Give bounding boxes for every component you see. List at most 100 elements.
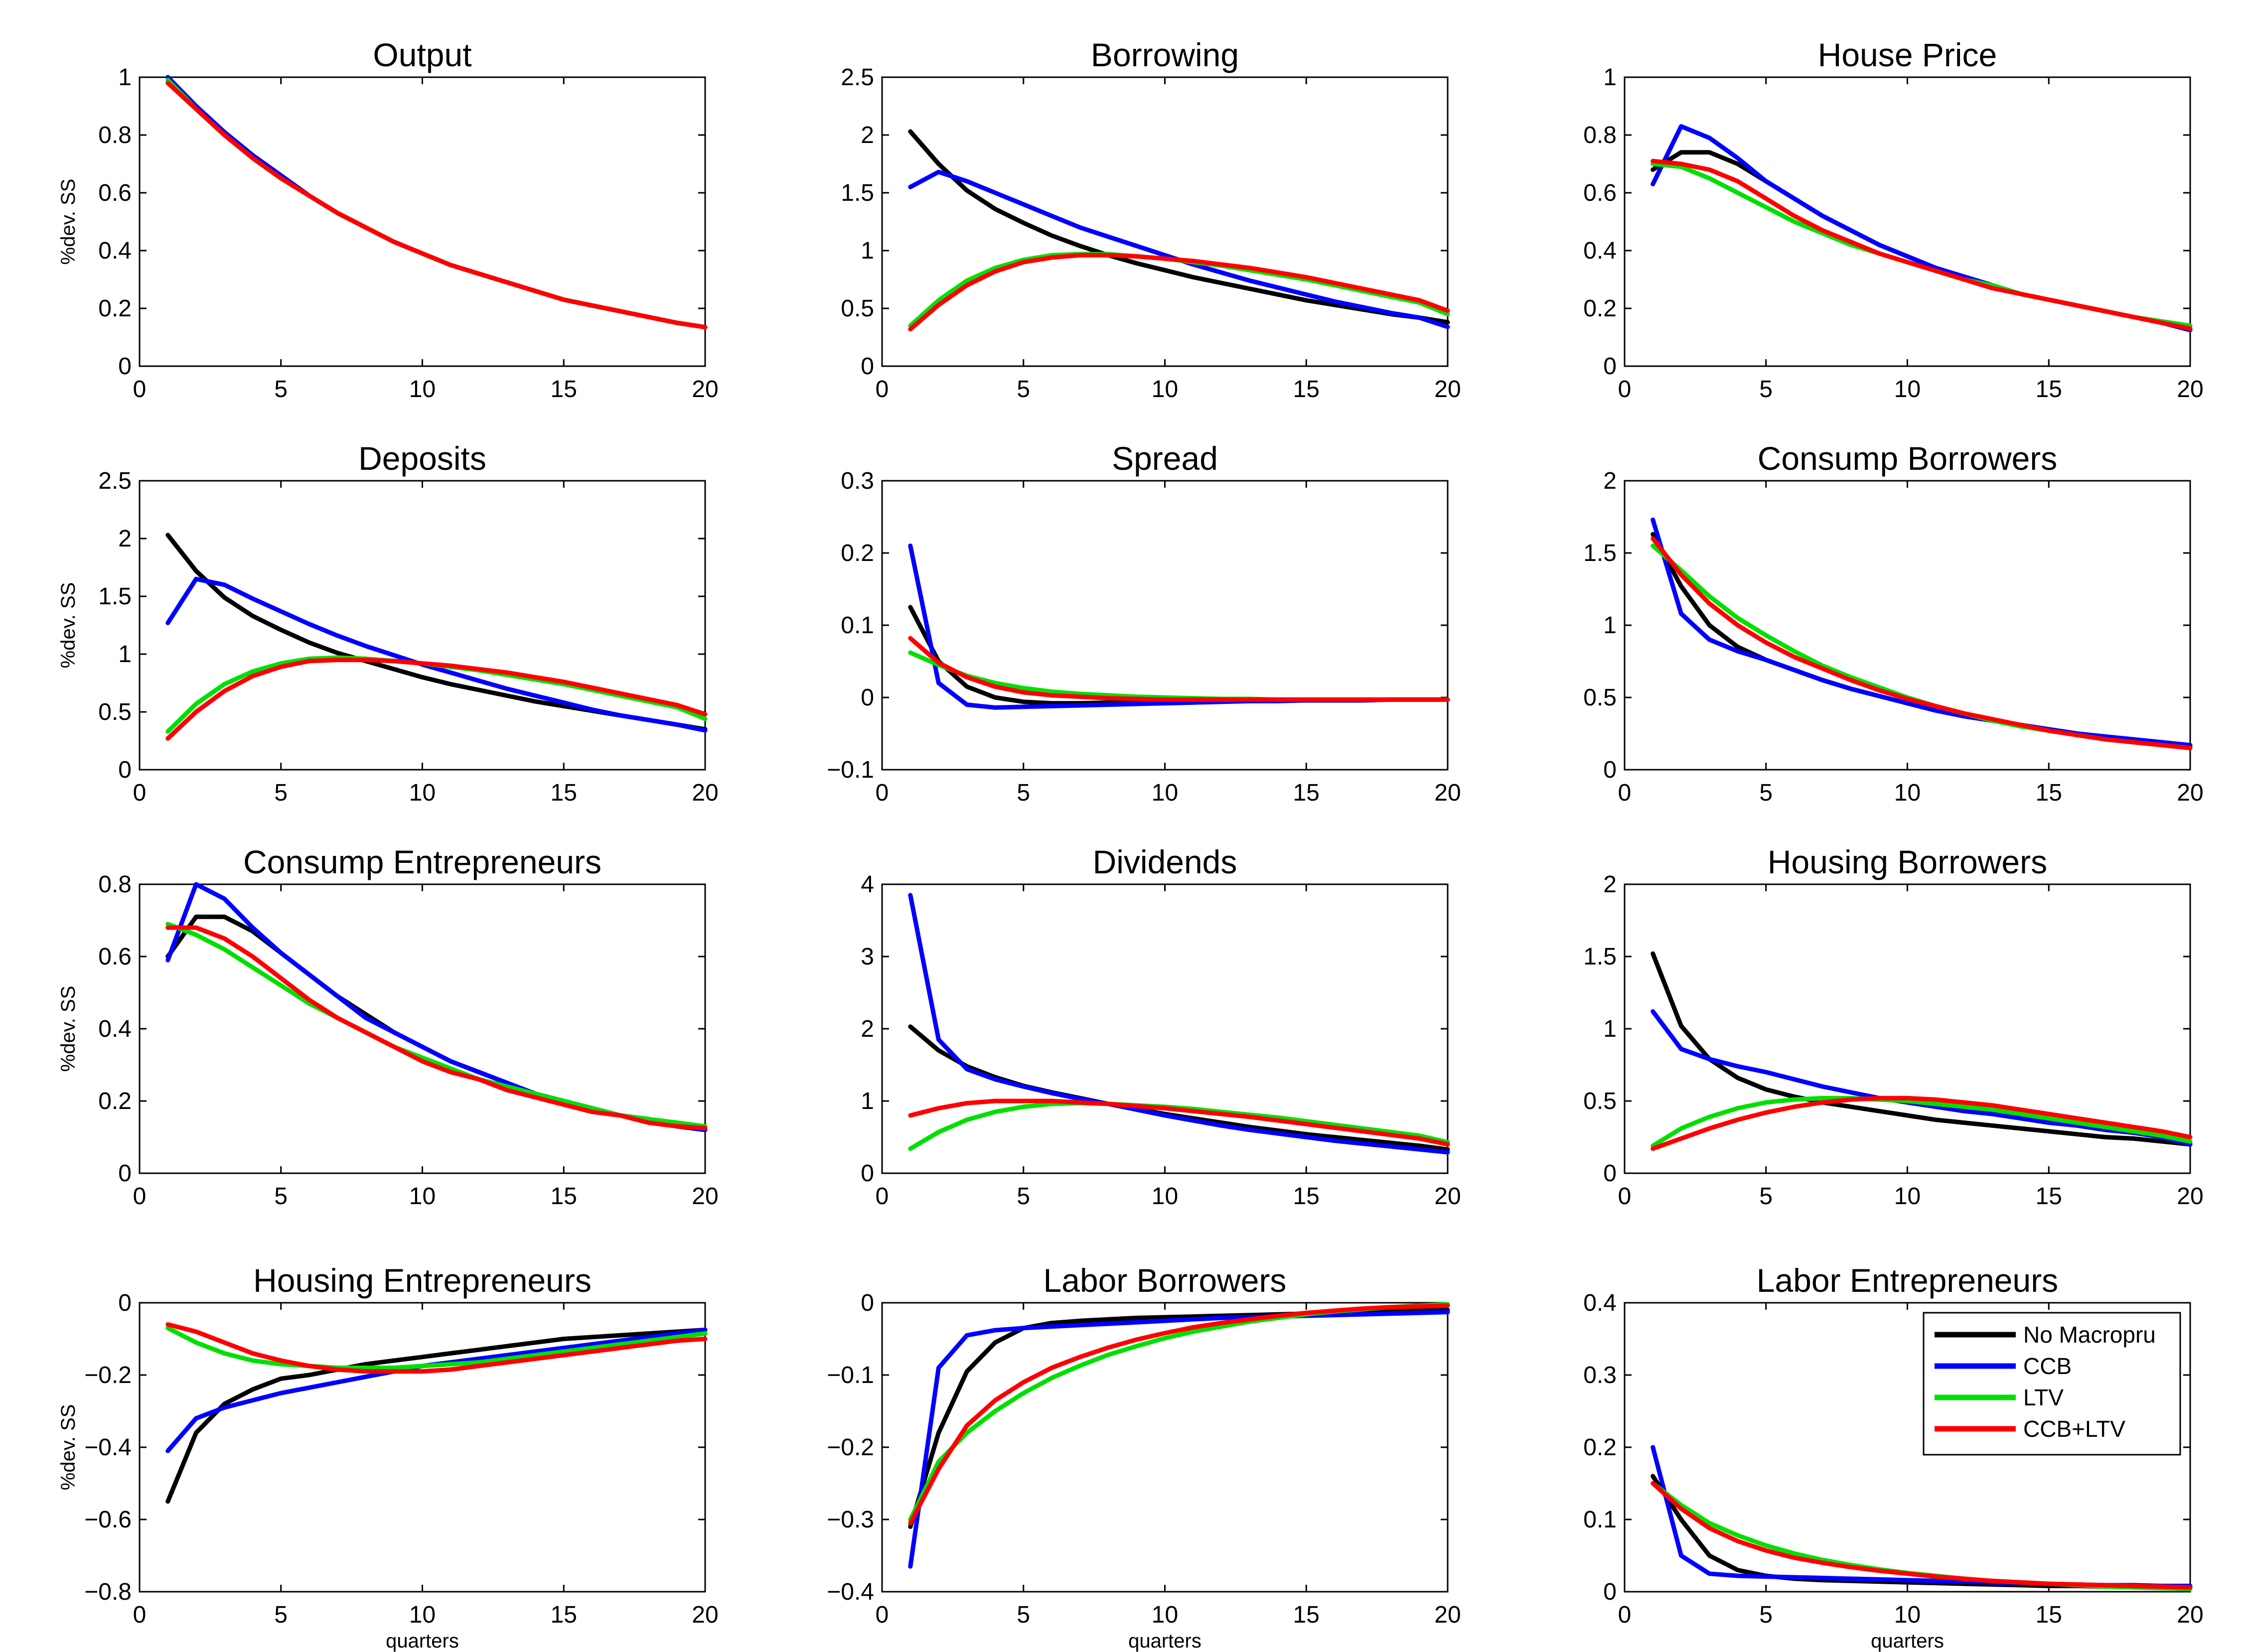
- data-point-ltv: [592, 1107, 593, 1109]
- x-tick-label: 0: [1618, 1183, 1632, 1210]
- data-point-no-macropru: [1652, 953, 1653, 955]
- data-point-ccb: [2161, 741, 2163, 743]
- y-tick-label: 0: [861, 685, 874, 711]
- data-point-ccb-ltv: [252, 157, 253, 159]
- y-tick-label: 0: [118, 757, 132, 783]
- x-tick-label: 20: [1434, 1602, 1461, 1628]
- data-point-ccb-ltv: [280, 666, 282, 668]
- data-point-ccb-ltv: [1652, 1483, 1653, 1484]
- series-line-ccb-ltv: [165, 81, 708, 330]
- data-point-ccb: [1419, 317, 1420, 318]
- data-point-ccb-ltv: [1108, 697, 1109, 699]
- data-point-ccb-ltv: [966, 677, 968, 678]
- data-point-ltv: [1822, 1098, 1823, 1099]
- data-point-ccb-ltv: [252, 1353, 253, 1354]
- data-point-no-macropru: [1907, 1115, 1908, 1116]
- data-point-ccb: [1136, 1109, 1137, 1110]
- x-tick-label: 20: [2177, 780, 2203, 806]
- data-point-ccb: [2133, 739, 2134, 740]
- data-point-ccb: [1935, 710, 1937, 711]
- data-point-ccb: [252, 927, 253, 928]
- data-point-ccb-ltv: [167, 82, 168, 84]
- data-point-ccb-ltv: [1822, 1101, 1823, 1103]
- y-tick-label: −0.8: [84, 1579, 132, 1605]
- data-point-ccb: [1051, 1326, 1052, 1327]
- data-point-ccb: [1362, 1314, 1363, 1315]
- data-point-ccb-ltv: [995, 686, 996, 688]
- series-line-ccb-ltv: [165, 925, 708, 1130]
- x-tick-label: 10: [1152, 780, 1178, 806]
- legend-label: CCB: [2023, 1353, 2072, 1379]
- data-point-no-macropru: [365, 1014, 366, 1015]
- data-point-ccb: [1652, 1011, 1653, 1012]
- data-point-ccb-ltv: [705, 713, 706, 715]
- data-point-no-macropru: [1709, 151, 1710, 153]
- data-point-ccb-ltv: [1963, 1101, 1964, 1103]
- data-point-ccb-ltv: [337, 659, 338, 661]
- data-point-ccb: [2104, 736, 2106, 737]
- data-point-ccb-ltv: [308, 999, 310, 1000]
- data-point-no-macropru: [1193, 1316, 1194, 1317]
- data-point-ccb: [1765, 659, 1767, 661]
- y-axis-label: %dev. SS: [57, 179, 79, 265]
- data-point-ccb: [1334, 1140, 1335, 1141]
- data-point-ccb: [1963, 715, 1964, 717]
- data-point-ltv: [422, 1365, 423, 1367]
- chart-title: Dividends: [1093, 843, 1237, 880]
- data-point-ltv: [450, 1364, 451, 1365]
- y-tick-label: −0.2: [827, 1434, 874, 1461]
- x-tick-label: 5: [1017, 1602, 1030, 1628]
- data-point-ccb-ltv: [280, 977, 282, 979]
- data-point-ccb: [1023, 706, 1024, 707]
- x-tick-label: 20: [1434, 780, 1461, 806]
- x-tick-label: 15: [2036, 780, 2062, 806]
- data-point-ccb: [909, 1566, 911, 1567]
- data-point-ltv: [1652, 1145, 1653, 1146]
- series-line-ccb-ltv: [1650, 158, 2193, 331]
- data-point-ccb: [705, 1329, 706, 1331]
- data-point-ccb-ltv: [1680, 1508, 1682, 1510]
- y-tick-label: 0: [861, 353, 874, 380]
- data-point-ccb-ltv: [1306, 699, 1307, 700]
- data-point-no-macropru: [1051, 702, 1052, 704]
- data-point-ccb-ltv: [648, 1344, 649, 1345]
- data-point-ltv: [1051, 691, 1052, 692]
- data-point-ccb: [1164, 255, 1166, 256]
- data-point-ltv: [1822, 1559, 1823, 1561]
- series-line-no-macropru: [165, 1327, 708, 1504]
- data-point-ccb-ltv: [195, 711, 197, 712]
- chart-panel-housing-entrepreneurs: Housing Entrepreneurs 0 5 10 15 20 −0.8 −0.6 −0.…: [57, 1262, 719, 1652]
- data-point-ccb-ltv: [365, 659, 366, 661]
- data-point-ccb: [619, 1340, 621, 1342]
- data-point-ccb-ltv: [1023, 1381, 1024, 1383]
- data-point-ccb: [966, 1335, 968, 1336]
- data-point-no-macropru: [1079, 1320, 1081, 1322]
- y-tick-label: 3: [861, 944, 874, 970]
- data-point-ccb-ltv: [619, 1115, 621, 1116]
- chart-title: Consump Entrepreneurs: [243, 843, 601, 880]
- data-point-ccb: [506, 1355, 508, 1356]
- data-point-no-macropru: [1108, 1319, 1109, 1320]
- data-point-no-macropru: [1652, 1476, 1653, 1477]
- data-point-ccb: [995, 1330, 996, 1331]
- data-point-ltv: [365, 1367, 366, 1369]
- data-point-ccb: [1221, 272, 1222, 274]
- data-point-no-macropru: [2077, 1133, 2078, 1135]
- data-point-ccb-ltv: [705, 1127, 706, 1129]
- data-point-ccb-ltv: [1362, 1130, 1363, 1132]
- x-tick-label: 0: [876, 376, 889, 403]
- data-point-no-macropru: [195, 916, 197, 918]
- data-point-no-macropru: [619, 1335, 621, 1336]
- data-point-ccb-ltv: [1249, 267, 1250, 269]
- data-point-ccb-ltv: [2133, 741, 2134, 743]
- chart-title: Housing Entrepreneurs: [253, 1262, 592, 1299]
- data-point-ccb-ltv: [909, 328, 911, 330]
- data-point-ccb-ltv: [1390, 1306, 1392, 1308]
- data-point-ccb: [1334, 1314, 1335, 1316]
- data-point-ltv: [1794, 1553, 1795, 1554]
- data-point-ccb: [1136, 703, 1137, 704]
- data-point-ltv: [2161, 1135, 2163, 1136]
- y-tick-label: 1: [118, 64, 132, 91]
- data-point-ltv: [1765, 207, 1767, 208]
